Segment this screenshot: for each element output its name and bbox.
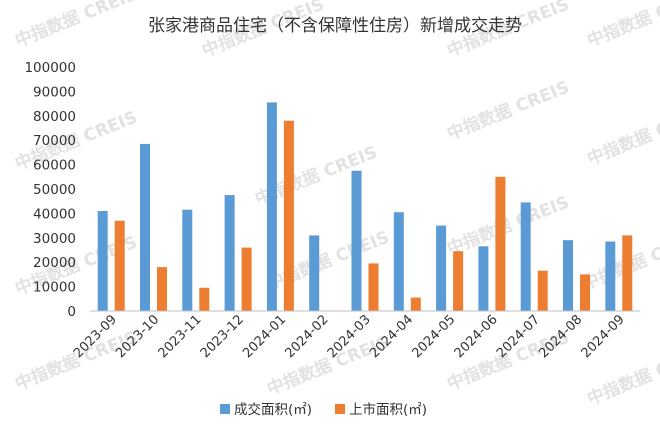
x-tick-label: 2024-09 [579, 312, 628, 361]
x-tick-label: 2024-02 [282, 312, 331, 361]
bar-listed-area [283, 120, 294, 311]
bar-listed-area [114, 220, 125, 311]
y-tick-label: 10000 [33, 280, 76, 296]
watermark-text: 中指数据 CREIS [584, 0, 660, 52]
bar-transaction-area [605, 241, 616, 311]
bar-transaction-area [351, 170, 362, 311]
y-tick-label: 100000 [24, 60, 76, 76]
bar-transaction-area [309, 235, 320, 311]
y-tick-label: 30000 [33, 231, 76, 247]
bar-transaction-area [478, 246, 489, 311]
bar-listed-area [537, 270, 548, 311]
legend-label: 成交面积(㎡) [234, 401, 312, 418]
y-tick-label: 50000 [33, 182, 76, 198]
watermark-text: 中指数据 CREIS [444, 77, 572, 145]
legend-swatch [220, 404, 230, 414]
y-tick-label: 0 [67, 304, 76, 320]
bar-listed-area [199, 287, 210, 311]
bar-transaction-area [97, 211, 108, 311]
chart-title: 张家港商品住宅（不含保障性住房）新增成交走势 [148, 16, 522, 36]
x-tick-label: 2024-06 [452, 312, 501, 361]
watermark-text: 中指数据 CREIS [12, 107, 140, 175]
watermark-text: 中指数据 CREIS [444, 192, 572, 260]
bar-listed-area [453, 251, 464, 311]
watermark-text: 中指数据 CREIS [12, 327, 140, 395]
bar-listed-area [410, 297, 421, 311]
y-tick-label: 90000 [33, 84, 76, 100]
bars [97, 102, 633, 312]
y-tick-label: 60000 [33, 158, 76, 174]
legend-swatch [335, 404, 345, 414]
watermark-text: 中指数据 CREIS [579, 227, 660, 295]
legend: 成交面积(㎡) 上市面积(㎡) [220, 401, 427, 418]
bar-listed-area [622, 235, 633, 311]
watermark-text: 中指数据 CREIS [584, 102, 660, 170]
bar-transaction-area [436, 225, 447, 311]
bar-transaction-area [224, 195, 235, 311]
bar-listed-area [495, 176, 506, 311]
y-tick-label: 40000 [33, 206, 76, 222]
x-tick-label: 2023-12 [198, 312, 247, 361]
bar-transaction-area [140, 143, 150, 311]
watermark-text: 中指数据 CREIS [264, 332, 392, 400]
legend-label: 上市面积(㎡) [349, 401, 427, 418]
bar-listed-area [157, 267, 167, 311]
y-axis: 0 10000 20000 30000 40000 50000 60000 70000 8000… [24, 60, 76, 320]
x-tick-label: 2023-11 [156, 312, 205, 361]
bar-transaction-area [563, 240, 573, 311]
x-tick-label: 2024-01 [240, 312, 289, 361]
bar-listed-area [241, 247, 252, 311]
y-tick-label: 70000 [33, 133, 76, 149]
x-tick-label: 2024-05 [409, 312, 458, 361]
bar-transaction-area [266, 102, 277, 312]
bar-transaction-area [393, 212, 404, 311]
bar-transaction-area [182, 209, 193, 311]
watermark-text: 中指数据 CREIS [12, 0, 140, 52]
y-tick-label: 20000 [33, 255, 76, 271]
bar-listed-area [580, 274, 590, 311]
bar-listed-area [368, 263, 379, 311]
bar-transaction-area [520, 202, 531, 311]
y-tick-label: 80000 [33, 109, 76, 125]
